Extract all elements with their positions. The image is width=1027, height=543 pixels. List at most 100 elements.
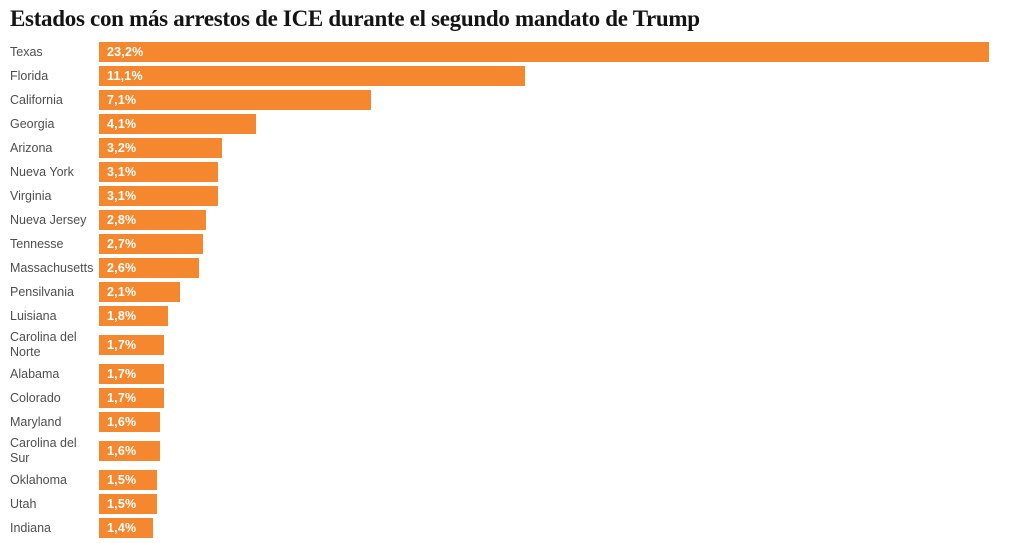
bar-row: Massachusetts 2,6%: [10, 256, 1027, 280]
bar-row: Indiana 1,4%: [10, 516, 1027, 540]
bar-row: Alabama 1,7%: [10, 362, 1027, 386]
bar-track: 1,8%: [99, 306, 1027, 326]
bar: 1,6%: [99, 441, 161, 461]
bar-value-label: 3,1%: [107, 189, 137, 203]
category-label: Carolina del Sur: [10, 436, 77, 465]
bar-value-label: 2,6%: [107, 261, 137, 275]
category-label: Alabama: [10, 366, 60, 381]
bar: 3,1%: [99, 186, 218, 206]
bar-row: Carolina del Sur 1,6%: [10, 434, 1027, 468]
bar: 7,1%: [99, 90, 372, 110]
category-label: Nueva York: [10, 164, 74, 179]
bar-value-label: 1,7%: [107, 367, 137, 381]
bar-track: 3,1%: [99, 186, 1027, 206]
bar-track: 1,7%: [99, 364, 1027, 384]
bar-track: 7,1%: [99, 90, 1027, 110]
category-label: Florida: [10, 68, 49, 83]
bar: 1,8%: [99, 306, 169, 326]
bar-value-label: 11,1%: [107, 69, 143, 83]
bar: 1,7%: [99, 388, 165, 408]
bar-track: 1,6%: [99, 441, 1027, 461]
category-label: Colorado: [10, 390, 61, 405]
category-label: Carolina del Norte: [10, 330, 77, 359]
bar-row: Georgia 4,1%: [10, 112, 1027, 136]
bar-value-label: 2,1%: [107, 285, 137, 299]
bar-value-label: 1,6%: [107, 415, 137, 429]
bar-row: Arizona 3,2%: [10, 136, 1027, 160]
bar: 3,1%: [99, 162, 218, 182]
bar-rows: Texas 23,2% Florida 11,1% California 7,1% Geor…: [10, 40, 1027, 540]
bar: 1,7%: [99, 335, 165, 355]
bar-row: Nueva York 3,1%: [10, 160, 1027, 184]
bar-value-label: 4,1%: [107, 117, 137, 131]
bar-value-label: 1,5%: [107, 497, 137, 511]
category-label: Pensilvania: [10, 284, 74, 299]
category-label: Georgia: [10, 116, 55, 131]
bar-track: 2,1%: [99, 282, 1027, 302]
category-label: Indiana: [10, 520, 52, 535]
bar: 2,8%: [99, 210, 207, 230]
category-label: Massachusetts: [10, 260, 94, 275]
bar-track: 3,2%: [99, 138, 1027, 158]
bar-row: Virginia 3,1%: [10, 184, 1027, 208]
bar-track: 1,5%: [99, 470, 1027, 490]
bar-row: Oklahoma 1,5%: [10, 468, 1027, 492]
bar-track: 11,1%: [99, 66, 1027, 86]
bar: 1,4%: [99, 518, 153, 538]
bar-track: 2,8%: [99, 210, 1027, 230]
bar-track: 2,6%: [99, 258, 1027, 278]
category-label: California: [10, 92, 63, 107]
bar-value-label: 1,8%: [107, 309, 137, 323]
bar-track: 1,7%: [99, 335, 1027, 355]
bar-track: 1,7%: [99, 388, 1027, 408]
bar: 1,5%: [99, 494, 157, 514]
category-label: Luisiana: [10, 308, 57, 323]
category-label: Maryland: [10, 414, 62, 429]
chart-title: Estados con más arrestos de ICE durante …: [10, 6, 700, 31]
bar-value-label: 1,7%: [107, 391, 137, 405]
bar: 4,1%: [99, 114, 257, 134]
bar: 2,6%: [99, 258, 199, 278]
bar: 1,5%: [99, 470, 157, 490]
bar-value-label: 2,7%: [107, 237, 137, 251]
bar-track: 2,7%: [99, 234, 1027, 254]
category-label: Nueva Jersey: [10, 212, 87, 227]
bar-value-label: 1,4%: [107, 521, 137, 535]
bar-value-label: 1,7%: [107, 338, 137, 352]
bar-row: Nueva Jersey 2,8%: [10, 208, 1027, 232]
bar-track: 1,4%: [99, 518, 1027, 538]
bar-row: Carolina del Norte 1,7%: [10, 328, 1027, 362]
bar: 1,6%: [99, 412, 161, 432]
bar-value-label: 3,1%: [107, 165, 137, 179]
bar-value-label: 3,2%: [107, 141, 137, 155]
bar-value-label: 1,6%: [107, 444, 137, 458]
bar: 11,1%: [99, 66, 525, 86]
category-label: Utah: [10, 496, 37, 511]
bar: 3,2%: [99, 138, 222, 158]
bar-track: 1,5%: [99, 494, 1027, 514]
bar: 23,2%: [99, 42, 989, 62]
bar-row: Pensilvania 2,1%: [10, 280, 1027, 304]
category-label: Virginia: [10, 188, 52, 203]
category-label: Tennesse: [10, 236, 64, 251]
bar-value-label: 7,1%: [107, 93, 137, 107]
bar: 2,7%: [99, 234, 203, 254]
bar-row: California 7,1%: [10, 88, 1027, 112]
bar: 2,1%: [99, 282, 180, 302]
bar-track: 1,6%: [99, 412, 1027, 432]
bar-row: Maryland 1,6%: [10, 410, 1027, 434]
bar-track: 4,1%: [99, 114, 1027, 134]
bar-chart: Texas 23,2% Florida 11,1% California 7,1% Geor…: [0, 40, 1027, 540]
category-label: Texas: [10, 44, 43, 59]
bar-value-label: 1,5%: [107, 473, 137, 487]
bar-row: Colorado 1,7%: [10, 386, 1027, 410]
bar-value-label: 23,2%: [107, 45, 144, 59]
category-label: Arizona: [10, 140, 53, 155]
bar-row: Luisiana 1,8%: [10, 304, 1027, 328]
bar-row: Texas 23,2%: [10, 40, 1027, 64]
bar-track: 3,1%: [99, 162, 1027, 182]
category-label: Oklahoma: [10, 472, 67, 487]
bar: 1,7%: [99, 364, 165, 384]
bar-row: Florida 11,1%: [10, 64, 1027, 88]
bar-track: 23,2%: [99, 42, 1027, 62]
